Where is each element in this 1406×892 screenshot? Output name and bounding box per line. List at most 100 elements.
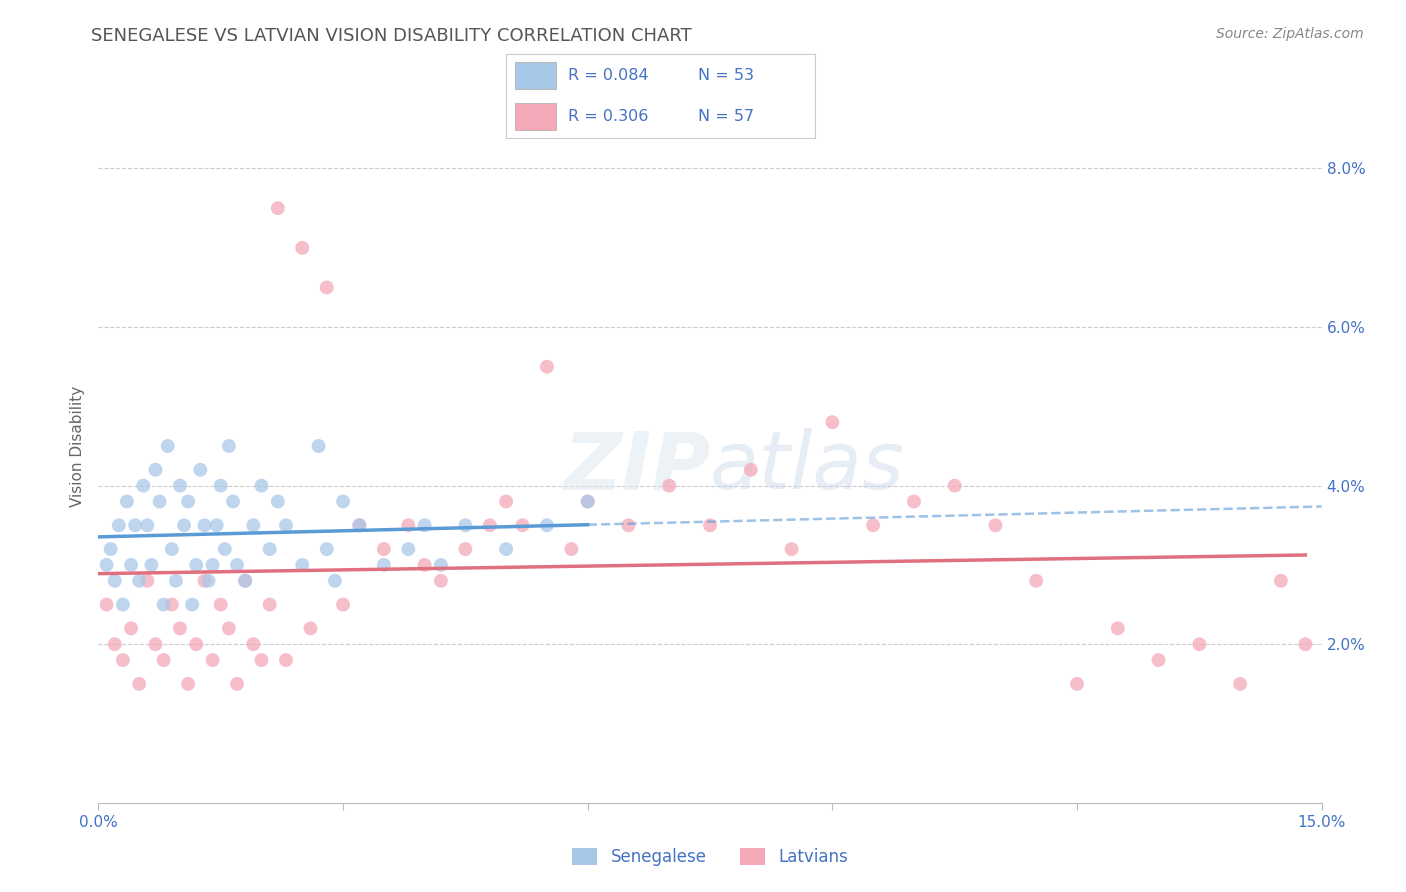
Point [160, 598, 183, 612]
Point [1107, 621, 1129, 635]
Point [332, 598, 354, 612]
Point [226, 677, 249, 691]
Text: N = 53: N = 53 [697, 68, 754, 83]
Point [186, 637, 208, 651]
Point [136, 518, 159, 533]
Point [984, 518, 1007, 533]
Point [430, 574, 453, 588]
Point [291, 558, 314, 572]
Text: R = 0.084: R = 0.084 [568, 68, 648, 83]
Point [274, 653, 297, 667]
Point [124, 518, 146, 533]
Point [233, 574, 256, 588]
Point [169, 621, 191, 635]
Point [495, 494, 517, 508]
Point [242, 518, 264, 533]
Point [209, 598, 232, 612]
Point [478, 518, 501, 533]
Point [315, 280, 337, 294]
Point [576, 494, 599, 508]
Point [903, 494, 925, 508]
Point [136, 574, 159, 588]
Point [177, 494, 200, 508]
Point [108, 518, 131, 533]
Point [536, 359, 558, 374]
Point [222, 494, 245, 508]
Point [233, 574, 256, 588]
Point [821, 415, 844, 429]
Text: atlas: atlas [710, 428, 905, 507]
Point [1066, 677, 1088, 691]
Text: Source: ZipAtlas.com: Source: ZipAtlas.com [1216, 27, 1364, 41]
Point [132, 478, 155, 492]
Point [177, 677, 200, 691]
Point [160, 542, 183, 557]
Point [188, 463, 212, 477]
Point [943, 478, 966, 492]
Point [323, 574, 346, 588]
Point [104, 574, 127, 588]
Point [104, 637, 127, 651]
Point [396, 518, 419, 533]
Point [152, 653, 174, 667]
Point [259, 542, 281, 557]
Point [1294, 637, 1316, 651]
Point [454, 542, 477, 557]
Point [332, 494, 354, 508]
Point [111, 653, 134, 667]
Point [396, 542, 419, 557]
Point [193, 574, 215, 588]
Point [128, 574, 150, 588]
Point [1188, 637, 1211, 651]
Point [1229, 677, 1251, 691]
Point [780, 542, 803, 557]
Point [862, 518, 884, 533]
Point [315, 542, 337, 557]
Point [197, 574, 219, 588]
Point [699, 518, 721, 533]
Point [1025, 574, 1047, 588]
Text: ZIP: ZIP [562, 428, 710, 507]
Point [145, 637, 167, 651]
Point [226, 558, 249, 572]
Point [299, 621, 322, 635]
Point [173, 518, 195, 533]
Point [576, 494, 599, 508]
Point [201, 558, 224, 572]
Point [259, 598, 281, 612]
Point [156, 439, 179, 453]
Point [560, 542, 582, 557]
Point [536, 518, 558, 533]
Point [242, 637, 264, 651]
Point [205, 518, 228, 533]
Point [120, 558, 142, 572]
Point [169, 478, 191, 492]
Point [96, 598, 118, 612]
FancyBboxPatch shape [516, 103, 555, 130]
Point [617, 518, 640, 533]
Point [658, 478, 681, 492]
Legend: Senegalese, Latvians: Senegalese, Latvians [565, 841, 855, 873]
Text: R = 0.306: R = 0.306 [568, 109, 648, 124]
Point [512, 518, 534, 533]
Point [165, 574, 187, 588]
Point [291, 241, 314, 255]
FancyBboxPatch shape [516, 62, 555, 89]
Point [373, 542, 395, 557]
Point [267, 494, 290, 508]
Point [250, 478, 273, 492]
Point [201, 653, 224, 667]
Point [413, 518, 436, 533]
Point [145, 463, 167, 477]
Point [1147, 653, 1170, 667]
Point [193, 518, 215, 533]
Point [100, 542, 122, 557]
Point [495, 542, 517, 557]
Point [218, 439, 240, 453]
Point [218, 621, 240, 635]
Y-axis label: Vision Disability: Vision Disability [69, 385, 84, 507]
Point [349, 518, 371, 533]
Point [250, 653, 273, 667]
Point [308, 439, 330, 453]
Point [430, 558, 453, 572]
